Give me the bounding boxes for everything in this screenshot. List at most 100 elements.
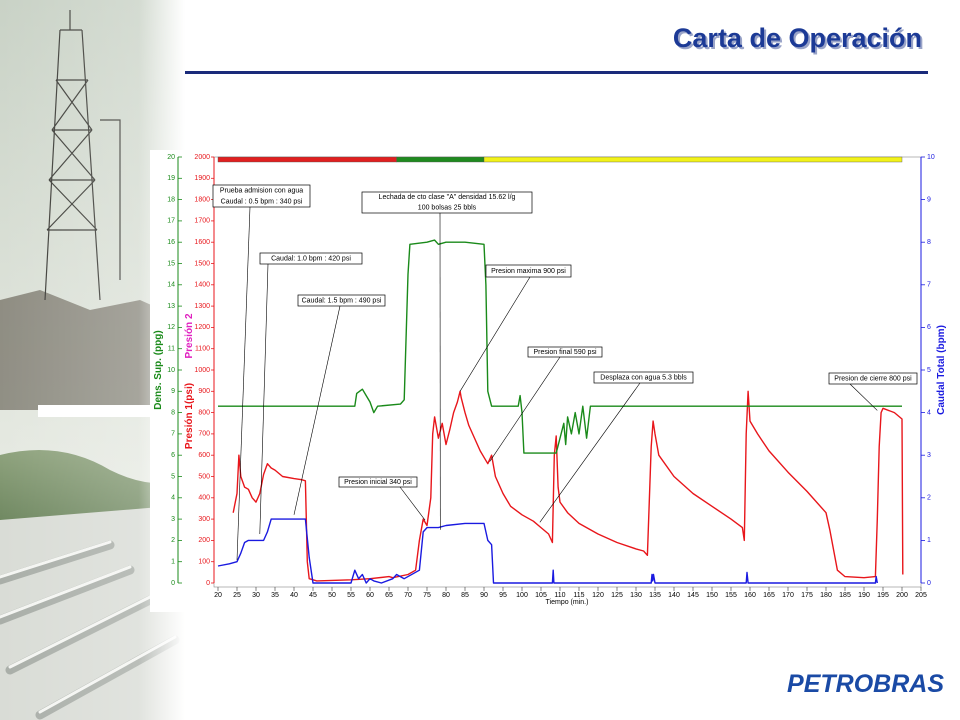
y3-tick-label: 3 <box>171 516 175 523</box>
y3-tick-label: 19 <box>167 175 175 182</box>
x-tick-label: 160 <box>744 592 756 599</box>
annotation-leader <box>459 276 531 392</box>
x-tick-label: 65 <box>385 592 393 599</box>
y-tick-label: 1800 <box>194 196 210 203</box>
y2-axis-label: Caudal Total (bpm) <box>936 325 947 415</box>
x-tick-label: 125 <box>611 592 623 599</box>
y3-axis-label: Dens. Sup. (ppg) <box>153 330 164 409</box>
annotation-box <box>527 346 603 358</box>
x-tick-label: 75 <box>423 592 431 599</box>
annotation-text: Caudal: 1.5 bpm : 490 psi <box>302 297 382 304</box>
y3-tick-label: 12 <box>167 324 175 331</box>
slide-title: Carta de Operación <box>673 23 922 53</box>
annotation-box <box>485 264 572 278</box>
y3-tick-label: 17 <box>167 218 175 225</box>
y-tick-label: 900 <box>198 388 210 395</box>
y-tick-label: 1100 <box>195 346 210 353</box>
x-tick-label: 55 <box>347 592 355 599</box>
x-tick-label: 185 <box>839 592 851 599</box>
x-axis-label: Tiempo (min.) <box>546 599 589 606</box>
phase-bar <box>396 156 485 163</box>
y-tick-label: 700 <box>198 431 210 438</box>
y2-tick-label: 6 <box>927 324 931 331</box>
annotation-text: Desplaza con agua 5.3 bbls <box>600 374 687 381</box>
y-tick-label: 300 <box>198 516 210 523</box>
y2-tick-label: 4 <box>927 409 931 416</box>
y2-tick-label: 10 <box>927 154 935 161</box>
x-tick-label: 135 <box>649 592 661 599</box>
y3-tick-label: 8 <box>171 409 175 416</box>
annotation-box <box>361 191 533 214</box>
annotation-leader <box>236 206 251 561</box>
annotation-text: Prueba admision con agua <box>220 187 303 194</box>
y3-tick-label: 6 <box>171 452 175 459</box>
annotation-leader <box>293 305 341 515</box>
series-line <box>232 390 904 582</box>
annotation-box <box>212 184 311 208</box>
y-axis-label-2: Presión 2 <box>184 313 195 358</box>
y3-tick-label: 20 <box>167 154 175 161</box>
title-underline <box>185 71 928 74</box>
series-line <box>217 518 878 584</box>
x-tick-label: 45 <box>309 592 317 599</box>
y-tick-label: 800 <box>198 409 210 416</box>
y3-tick-label: 13 <box>167 303 175 310</box>
x-tick-label: 155 <box>725 592 737 599</box>
y-tick-label: 1200 <box>194 324 210 331</box>
x-tick-label: 20 <box>214 592 222 599</box>
x-tick-label: 40 <box>290 592 298 599</box>
y2-tick-label: 1 <box>927 537 931 544</box>
x-tick-label: 25 <box>233 592 241 599</box>
annotation-box <box>259 252 363 265</box>
annotation-box <box>338 476 418 488</box>
annotation-box <box>297 294 386 307</box>
annotation-leader <box>399 486 426 521</box>
x-tick-label: 95 <box>499 592 507 599</box>
y3-tick-label: 5 <box>171 473 175 480</box>
x-tick-label: 120 <box>592 592 604 599</box>
y3-tick-label: 9 <box>171 388 175 395</box>
x-tick-label: 175 <box>801 592 813 599</box>
x-tick-label: 195 <box>877 592 889 599</box>
x-tick-label: 140 <box>668 592 680 599</box>
y3-tick-label: 0 <box>171 580 175 587</box>
annotation-box <box>828 372 918 385</box>
annotation-box <box>593 371 694 384</box>
annotation-text: Caudal : 0.5 bpm : 340 psi <box>221 198 303 205</box>
y-tick-label: 2000 <box>194 154 210 161</box>
y3-tick-label: 15 <box>167 260 175 267</box>
x-tick-label: 50 <box>328 592 336 599</box>
x-tick-label: 105 <box>535 592 547 599</box>
annotation-leader <box>259 263 269 535</box>
y2-tick-label: 2 <box>927 495 931 502</box>
annotation-leader <box>539 382 641 523</box>
x-tick-label: 145 <box>687 592 699 599</box>
y-axis-label: Presión 1(psi) <box>184 383 195 449</box>
logo: PETROBRAS <box>787 670 944 698</box>
annotation-text: Presion de cierre 800 psi <box>834 375 912 382</box>
y2-tick-label: 8 <box>927 239 931 246</box>
title-shadow: Carta de Operación <box>675 25 924 55</box>
annotation-leader <box>489 356 561 462</box>
y-tick-label: 1600 <box>194 239 210 246</box>
y-tick-label: 400 <box>198 495 210 502</box>
y2-tick-label: 7 <box>927 282 931 289</box>
annotation-text: Lechada de cto clase "A" densidad 15.62 … <box>379 194 516 201</box>
series-line <box>218 239 902 454</box>
y2-tick-label: 5 <box>927 367 931 374</box>
annotation-text: 100 bolsas 25 bbls <box>418 205 477 212</box>
y2-tick-label: 3 <box>927 452 931 459</box>
x-tick-label: 190 <box>858 592 870 599</box>
phase-bar <box>483 156 903 163</box>
x-tick-label: 200 <box>896 592 908 599</box>
annotation-text: Presion maxima 900 psi <box>491 268 566 275</box>
x-tick-label: 100 <box>516 592 528 599</box>
y-tick-label: 600 <box>198 452 210 459</box>
y-tick-label: 1300 <box>194 303 210 310</box>
y-tick-label: 100 <box>198 559 210 566</box>
annotation-leader <box>849 383 878 411</box>
x-tick-label: 30 <box>252 592 260 599</box>
y-tick-label: 0 <box>206 580 210 587</box>
x-tick-label: 35 <box>271 592 279 599</box>
